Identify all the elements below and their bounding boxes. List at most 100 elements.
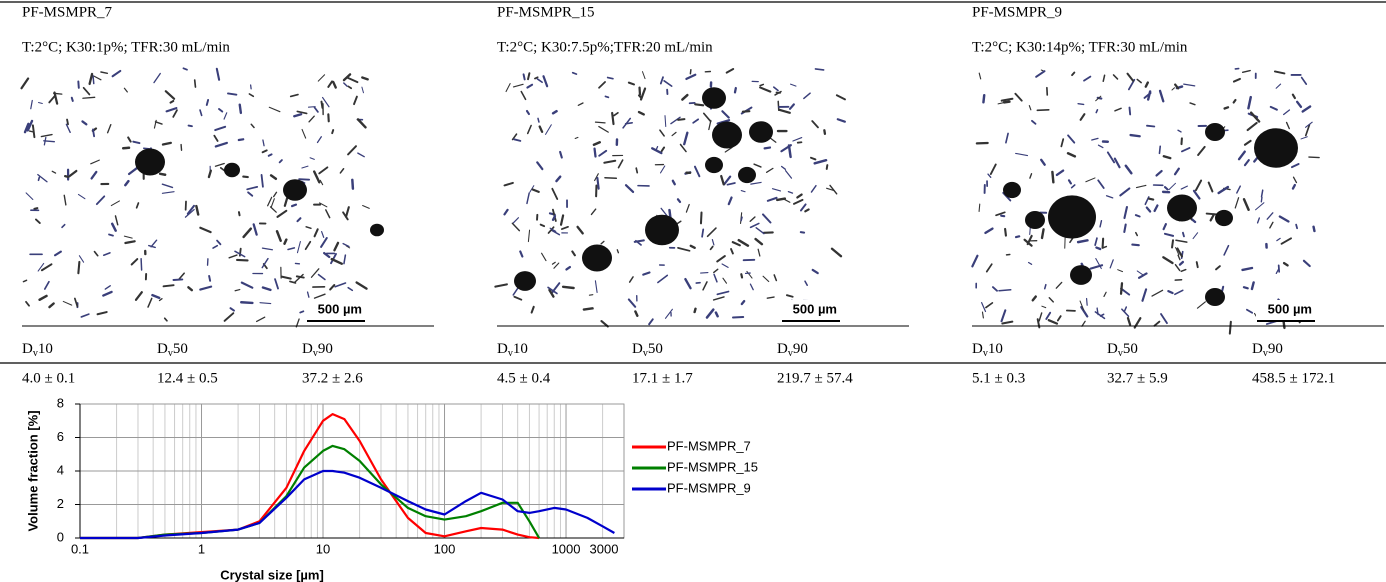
agglomerate: [370, 223, 384, 237]
crystal: [511, 133, 518, 141]
crystal: [1180, 268, 1187, 273]
crystal: [1060, 138, 1065, 148]
crystal: [332, 80, 337, 89]
crystal: [709, 245, 714, 251]
crystal: [134, 291, 143, 301]
crystal: [172, 109, 178, 118]
legend-label: PF-MSMPR_7: [667, 438, 751, 453]
panel-title: PF-MSMPR_15: [497, 4, 595, 20]
crystal: [1095, 109, 1099, 114]
crystal: [677, 118, 686, 121]
crystal: [240, 300, 254, 305]
crystal: [1123, 223, 1127, 234]
crystal: [527, 72, 531, 81]
crystal: [1095, 246, 1102, 251]
crystal: [582, 307, 594, 311]
crystal: [762, 213, 772, 224]
crystal: [526, 192, 530, 205]
crystal: [213, 134, 219, 142]
crystal: [1241, 266, 1254, 272]
crystal: [1106, 151, 1116, 164]
crystal: [1091, 137, 1099, 141]
crystal: [208, 274, 212, 282]
scale-bar-bg: [306, 300, 366, 322]
crystal: [321, 231, 325, 238]
crystal: [158, 172, 167, 176]
crystal: [212, 244, 219, 249]
crystal: [600, 240, 605, 245]
crystal: [766, 196, 778, 202]
crystal: [289, 280, 297, 284]
crystal: [519, 250, 524, 258]
crystal: [1105, 195, 1114, 199]
crystal: [749, 283, 754, 291]
crystal: [548, 288, 555, 298]
crystal: [353, 95, 358, 106]
crystal: [329, 284, 336, 291]
crystal: [321, 96, 330, 108]
crystal: [592, 141, 601, 147]
crystal: [716, 119, 731, 125]
crystal: [333, 241, 340, 252]
crystal: [1077, 103, 1085, 106]
crystal: [187, 124, 193, 128]
crystal: [51, 170, 57, 174]
crystal: [978, 72, 982, 80]
column-header: Dv10: [497, 341, 528, 359]
crystal: [746, 270, 753, 279]
crystal: [1180, 147, 1191, 153]
crystal: [127, 166, 139, 176]
crystal: [1097, 144, 1104, 149]
crystal: [31, 124, 36, 139]
crystal: [773, 274, 778, 282]
crystal: [627, 298, 637, 308]
crystal: [184, 208, 195, 218]
crystal: [260, 174, 264, 188]
crystal: [100, 71, 109, 75]
crystal: [38, 294, 48, 301]
crystal: [1035, 70, 1046, 78]
crystal: [1123, 205, 1128, 220]
crystal: [317, 74, 326, 82]
crystal: [1112, 74, 1119, 80]
crystal: [330, 252, 337, 265]
column-header: Dv10: [972, 341, 1003, 359]
crystal: [1196, 301, 1206, 309]
crystal: [172, 278, 184, 281]
crystal: [778, 108, 791, 114]
crystal: [766, 296, 775, 299]
crystal: [1285, 121, 1290, 130]
crystal: [505, 83, 511, 93]
crystal: [362, 204, 370, 209]
crystal: [74, 297, 79, 308]
header-sub: v: [168, 348, 173, 359]
header-base: D: [497, 341, 508, 357]
agglomerate: [1167, 194, 1197, 222]
crystal: [275, 230, 282, 242]
x-tick-label: 1: [198, 541, 205, 556]
crystal: [1158, 89, 1165, 103]
crystal: [1194, 179, 1203, 192]
crystal: [590, 208, 597, 216]
header-sub: v: [983, 348, 988, 359]
crystal: [1126, 72, 1135, 82]
crystal: [1089, 264, 1104, 270]
crystal: [722, 277, 728, 284]
crystal: [1056, 315, 1062, 322]
crystal: [293, 273, 304, 284]
crystal: [342, 211, 349, 221]
crystal: [1071, 71, 1076, 77]
crystal: [40, 263, 53, 272]
crystal: [671, 131, 677, 137]
crystal: [513, 138, 522, 142]
crystal: [22, 279, 28, 283]
crystal: [679, 143, 687, 153]
crystal: [1236, 185, 1241, 194]
crystal: [511, 222, 521, 232]
crystal: [1242, 286, 1249, 290]
crystal: [92, 74, 95, 85]
crystal: [792, 198, 804, 205]
crystal: [985, 263, 993, 273]
crystal: [549, 227, 557, 232]
crystal: [111, 69, 122, 78]
